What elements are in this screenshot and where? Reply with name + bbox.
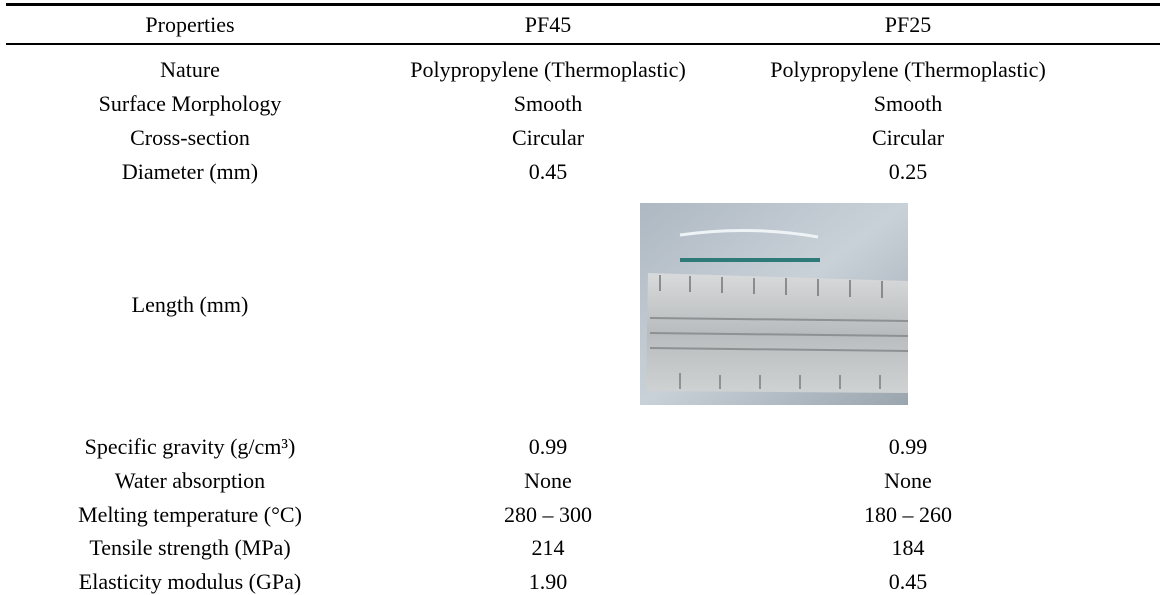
value-cell: 280 – 300 [504, 504, 592, 526]
property-cell: Specific gravity (g/cm³) [85, 436, 296, 458]
fiber-photo [640, 203, 908, 405]
value-cell: None [524, 470, 572, 492]
value-cell: 180 – 260 [864, 504, 952, 526]
value-cell: Polypropylene (Thermoplastic) [770, 59, 1046, 81]
value-cell: Circular [512, 127, 584, 149]
value-cell: 214 [532, 537, 565, 559]
value-cell: Smooth [874, 93, 942, 115]
top-rule [6, 3, 1160, 6]
table-page: Properties PF45 PF25 Nature Polypropylene (T… [0, 0, 1167, 595]
value-cell: 0.25 [889, 161, 928, 183]
value-cell: 184 [892, 537, 925, 559]
value-cell: 0.99 [529, 436, 568, 458]
value-cell: 0.99 [889, 436, 928, 458]
header-cell: Properties [145, 14, 234, 36]
value-cell: 0.45 [529, 161, 568, 183]
property-cell: Diameter (mm) [122, 161, 258, 183]
value-cell: Polypropylene (Thermoplastic) [410, 59, 686, 81]
property-cell: Tensile strength (MPa) [89, 537, 290, 559]
value-cell: None [884, 470, 932, 492]
property-cell: Melting temperature (°C) [78, 504, 302, 526]
header-rule [6, 43, 1160, 45]
property-cell: Elasticity modulus (GPa) [79, 571, 301, 593]
value-cell: 0.45 [889, 571, 928, 593]
property-cell: Cross-section [130, 127, 250, 149]
header-cell: PF45 [525, 14, 571, 36]
value-cell: 1.90 [529, 571, 568, 593]
header-cell: PF25 [885, 14, 931, 36]
property-cell: Length (mm) [132, 294, 249, 316]
value-cell: Circular [872, 127, 944, 149]
property-cell: Surface Morphology [99, 93, 282, 115]
property-cell: Nature [160, 59, 220, 81]
property-cell: Water absorption [115, 470, 265, 492]
value-cell: Smooth [514, 93, 582, 115]
